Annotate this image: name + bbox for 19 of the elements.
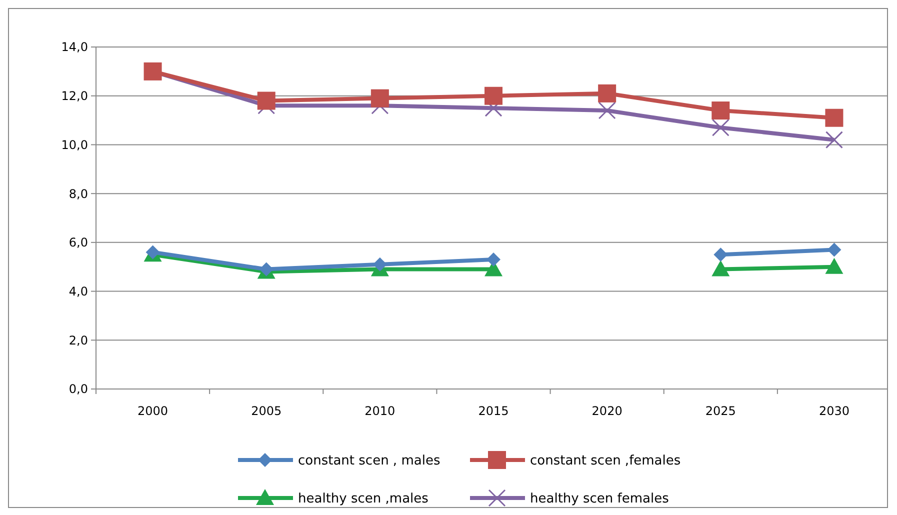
y-tick-label: 14,0: [61, 40, 88, 54]
y-tick-label: 12,0: [61, 89, 88, 104]
x-tick-label: 2005: [251, 404, 282, 418]
legend-label: healthy scen females: [530, 492, 670, 507]
x-tick-label: 2010: [364, 404, 396, 418]
x-tick-label: 2000: [138, 404, 168, 418]
legend-label: healthy scen ,males: [298, 492, 429, 507]
y-tick-label: 2,0: [68, 333, 88, 348]
legend-label: constant scen , males: [298, 454, 440, 469]
y-tick-label: 8,0: [68, 186, 88, 201]
x-tick-label: 2020: [592, 404, 622, 418]
y-tick-label: 6,0: [68, 236, 88, 250]
x-tick-label: 2015: [478, 404, 509, 418]
y-tick-label: 4,0: [68, 284, 88, 298]
legend-label: constant scen ,females: [530, 454, 681, 469]
x-tick-label: 2025: [705, 404, 736, 418]
x-tick-label: 2030: [818, 404, 850, 418]
y-tick-label: 0,0: [68, 382, 88, 396]
y-tick-label: 10,0: [61, 138, 88, 152]
